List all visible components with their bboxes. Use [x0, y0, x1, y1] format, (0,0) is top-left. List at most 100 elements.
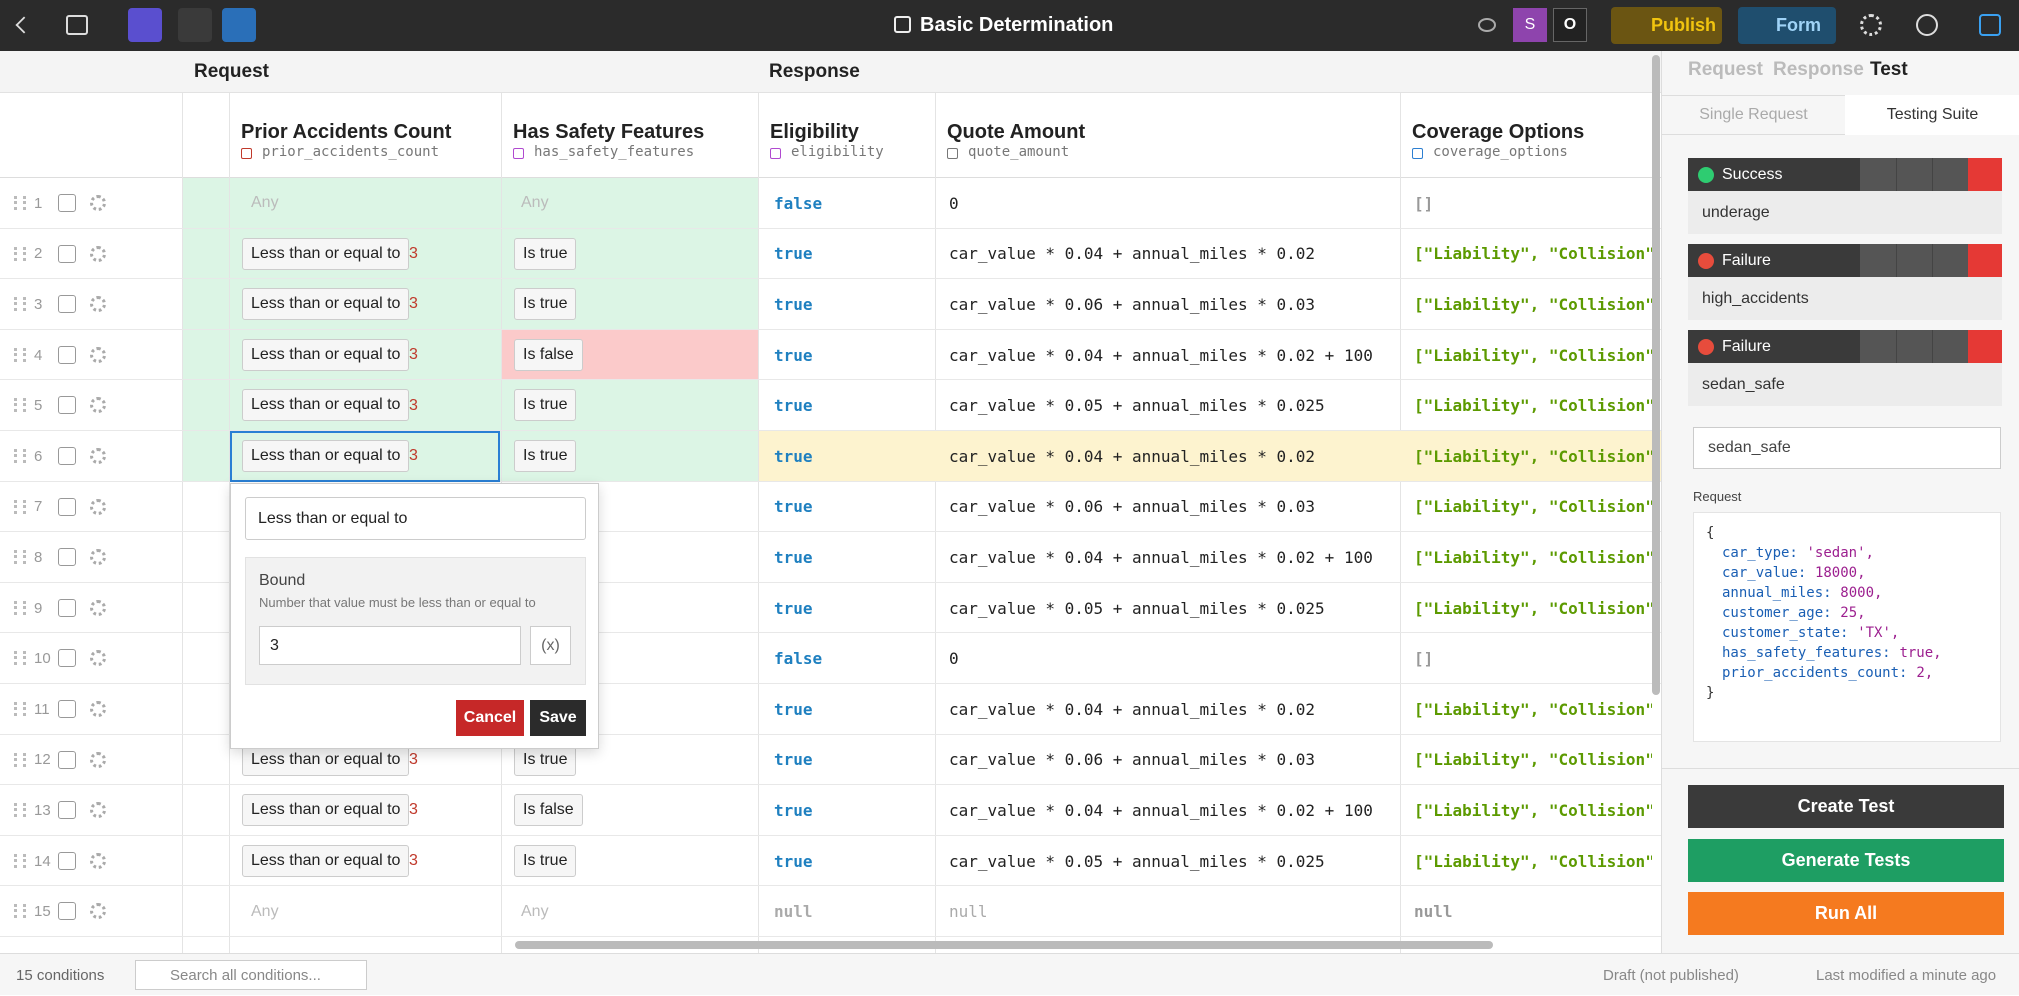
- generate-tests-button[interactable]: Generate Tests: [1688, 839, 2004, 882]
- subtab[interactable]: Testing Suite: [1845, 95, 2019, 135]
- save-button[interactable]: Save: [530, 700, 586, 736]
- row-checkbox[interactable]: [58, 598, 76, 617]
- row-checkbox[interactable]: [58, 700, 76, 718]
- copy-button[interactable]: [1896, 158, 1932, 191]
- test-name[interactable]: underage: [1688, 191, 2002, 234]
- row-settings[interactable]: [90, 498, 106, 515]
- row-checkbox[interactable]: [58, 851, 76, 870]
- search-box[interactable]: Search all conditions...: [135, 960, 367, 990]
- coverage-value: null: [1414, 902, 1453, 922]
- panel-tab[interactable]: Test: [1870, 59, 1908, 80]
- subtab[interactable]: Single Request: [1699, 106, 1808, 123]
- copy-button[interactable]: [1896, 244, 1932, 277]
- row-settings[interactable]: [90, 701, 106, 717]
- row-settings[interactable]: [90, 802, 106, 819]
- column-title: Prior Accidents Count: [241, 121, 452, 143]
- panel-tab[interactable]: Request: [1688, 59, 1763, 80]
- row-checkbox[interactable]: [58, 902, 76, 921]
- test-name-input[interactable]: sedan_safe: [1693, 427, 2001, 469]
- variable-button[interactable]: (x): [530, 626, 571, 665]
- delete-button[interactable]: [1968, 330, 2002, 363]
- test-name[interactable]: sedan_safe: [1688, 363, 2002, 406]
- drag-handle: [14, 297, 26, 312]
- row-settings[interactable]: [90, 195, 106, 211]
- copy-button[interactable]: [1896, 330, 1932, 363]
- row-settings[interactable]: [90, 397, 106, 414]
- row-settings[interactable]: [90, 245, 106, 262]
- row-border: [0, 683, 1661, 684]
- view-button[interactable]: [1932, 244, 1968, 277]
- eligibility-value: true: [774, 800, 813, 820]
- row-checkbox[interactable]: [58, 649, 76, 668]
- row-checkbox[interactable]: [58, 801, 76, 820]
- row-settings[interactable]: [90, 650, 106, 667]
- form-button[interactable]: Form: [1738, 7, 1836, 44]
- delete-button[interactable]: [1968, 244, 2002, 277]
- bound-value: 3: [409, 750, 418, 768]
- create-test-button[interactable]: Create Test: [1688, 785, 2004, 828]
- help-icon[interactable]: [1916, 14, 1938, 36]
- operator-chip: Less than or equal to: [242, 844, 410, 877]
- test-name[interactable]: high_accidents: [1688, 277, 2002, 320]
- row-border: [0, 885, 1661, 887]
- bound-input[interactable]: 3: [259, 626, 521, 665]
- row-settings[interactable]: [90, 903, 106, 920]
- delete-button[interactable]: [1968, 158, 2002, 191]
- minus-button[interactable]: [178, 8, 212, 42]
- plus-button[interactable]: [222, 8, 256, 42]
- run-all-button[interactable]: Run All: [1688, 892, 2004, 935]
- operator-select[interactable]: Less than or equal to: [245, 497, 586, 540]
- row-checkbox[interactable]: [58, 295, 76, 314]
- row-settings[interactable]: [90, 549, 106, 566]
- column-border: [758, 93, 759, 953]
- row-settings[interactable]: [90, 448, 106, 464]
- publish-button[interactable]: Publish: [1611, 7, 1722, 44]
- run-button[interactable]: [1860, 158, 1896, 191]
- back-icon[interactable]: [15, 16, 33, 34]
- cell-bg: [502, 178, 758, 228]
- cmd-button[interactable]: [128, 8, 162, 42]
- row-settings[interactable]: [90, 346, 106, 363]
- row-border: [0, 733, 1661, 735]
- coverage-value: ["Liability", "Collision"]: [1414, 547, 1652, 567]
- drag-handle: [14, 550, 26, 565]
- row-settings[interactable]: [90, 296, 106, 313]
- row-checkbox[interactable]: [58, 194, 76, 212]
- drag-handle: [14, 803, 26, 818]
- type-icon: [1412, 148, 1423, 159]
- row-checkbox[interactable]: [58, 345, 76, 364]
- test-status: Failure: [1722, 251, 1771, 269]
- row-settings[interactable]: [90, 852, 106, 869]
- row-checkbox[interactable]: [58, 548, 76, 567]
- code-value: true,: [1899, 645, 1942, 661]
- settings-icon[interactable]: [1860, 14, 1882, 36]
- table-icon[interactable]: [66, 15, 88, 35]
- view-button[interactable]: [1932, 330, 1968, 363]
- row-border: [0, 227, 1661, 229]
- row-checkbox[interactable]: [58, 447, 76, 465]
- preview-icon[interactable]: [1478, 18, 1496, 32]
- row-checkbox[interactable]: [58, 244, 76, 263]
- code-key: prior_accidents_count:: [1722, 665, 1908, 681]
- cancel-button[interactable]: Cancel: [456, 700, 524, 736]
- row-checkbox[interactable]: [58, 750, 76, 769]
- row-number: 15: [34, 903, 51, 921]
- run-button[interactable]: [1860, 330, 1896, 363]
- panel-tab[interactable]: Response: [1773, 59, 1864, 80]
- quote-value: car_value * 0.04 + annual_miles * 0.02: [949, 244, 1316, 264]
- sidebar-toggle[interactable]: [1979, 14, 2001, 36]
- condition-popover: Less than or equal to Bound Number that va…: [230, 483, 599, 749]
- view-button[interactable]: [1932, 158, 1968, 191]
- operator-chip: Less than or equal to: [242, 794, 410, 827]
- eligibility-value: false: [774, 649, 823, 669]
- publish-status: Draft (not published): [1603, 966, 1739, 984]
- run-button[interactable]: [1860, 244, 1896, 277]
- cell-bg: [183, 279, 229, 329]
- coverage-value: ["Liability", "Collision"]: [1414, 750, 1652, 770]
- coverage-value: ["Liability", "Collision"]: [1414, 244, 1652, 264]
- row-settings[interactable]: [90, 751, 106, 768]
- row-checkbox[interactable]: [58, 396, 76, 415]
- row-checkbox[interactable]: [58, 497, 76, 516]
- row-settings[interactable]: [90, 599, 106, 616]
